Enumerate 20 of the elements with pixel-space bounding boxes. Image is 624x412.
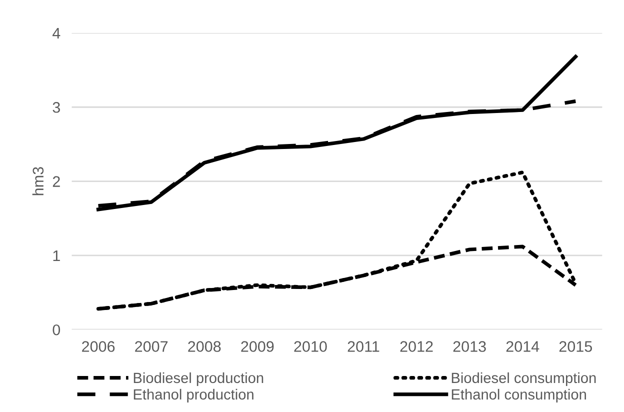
y-axis-title: hm3 xyxy=(32,167,44,196)
x-tick-label: 2015 xyxy=(559,341,592,352)
y-tick-label: 1 xyxy=(53,250,60,261)
y-tick-label: 0 xyxy=(52,324,60,336)
x-tick-label: 2011 xyxy=(348,341,380,352)
x-tick-label: 2014 xyxy=(506,341,540,352)
legend-label: Biodiesel production xyxy=(134,372,264,386)
x-tick-label: 2010 xyxy=(294,341,327,352)
y-tick-label: 3 xyxy=(52,102,60,113)
x-tick-label: 2012 xyxy=(400,341,433,352)
x-tick-label: 2006 xyxy=(82,341,115,352)
x-tick-label: 2007 xyxy=(135,341,168,352)
y-tick-label: 2 xyxy=(52,176,60,187)
x-tick-label: 2009 xyxy=(241,341,274,352)
y-tick-label: 4 xyxy=(52,28,60,38)
legend-label: Biodiesel consumption xyxy=(452,372,596,386)
x-tick-label: 2013 xyxy=(453,341,486,352)
legend-label: Ethanol consumption xyxy=(452,388,586,402)
legend-label: Ethanol production xyxy=(134,388,254,402)
x-tick-label: 2008 xyxy=(188,341,221,352)
